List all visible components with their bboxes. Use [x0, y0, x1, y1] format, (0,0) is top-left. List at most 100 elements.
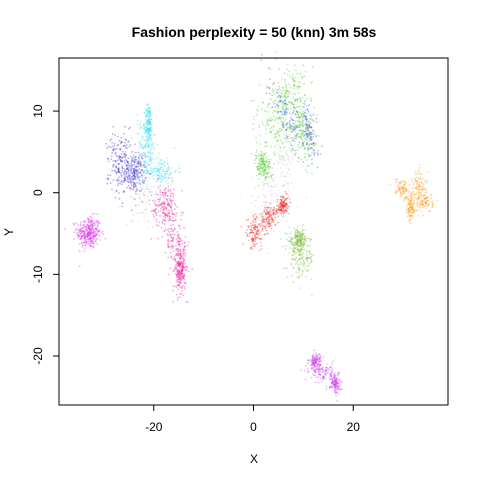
data-point: [134, 185, 137, 188]
data-point: [270, 207, 272, 209]
data-point: [294, 234, 297, 237]
data-point: [177, 252, 180, 254]
data-point: [147, 123, 150, 125]
data-point: [333, 379, 336, 382]
data-point: [284, 89, 287, 92]
data-point: [169, 215, 172, 218]
data-point: [412, 201, 415, 204]
data-point: [148, 120, 151, 123]
data-point: [154, 190, 157, 192]
data-point: [268, 211, 270, 214]
data-point: [256, 233, 258, 236]
data-point: [280, 108, 283, 110]
data-point: [83, 225, 85, 227]
data-point: [83, 221, 86, 224]
data-point: [129, 126, 132, 129]
data-point: [79, 227, 82, 230]
data-point: [415, 209, 418, 212]
data-point: [86, 235, 89, 238]
data-point: [307, 134, 310, 137]
data-point: [172, 220, 175, 222]
data-point: [298, 276, 300, 278]
data-point: [282, 206, 284, 208]
data-point: [254, 219, 256, 221]
data-point: [277, 104, 280, 107]
data-point: [129, 189, 132, 192]
data-point: [147, 144, 150, 147]
data-point: [159, 177, 162, 180]
data-point: [321, 367, 324, 369]
data-point: [311, 132, 313, 135]
data-point: [311, 158, 313, 161]
data-point: [311, 66, 314, 69]
data-point: [178, 269, 181, 272]
data-point: [270, 218, 272, 221]
data-point: [285, 208, 287, 211]
data-point: [272, 173, 275, 176]
data-point: [399, 190, 402, 193]
data-point: [310, 131, 312, 134]
data-point: [280, 195, 283, 198]
data-point: [180, 253, 183, 256]
data-point: [281, 141, 284, 144]
data-point: [296, 112, 299, 114]
data-point: [412, 187, 415, 189]
data-point: [124, 156, 126, 159]
data-point: [144, 126, 147, 129]
data-point: [143, 128, 146, 131]
data-point: [183, 227, 186, 229]
data-point: [89, 239, 92, 242]
data-point: [171, 213, 173, 215]
data-point: [289, 239, 292, 242]
data-point: [177, 273, 180, 275]
data-point: [298, 141, 301, 144]
data-point: [270, 218, 273, 220]
data-point: [257, 169, 260, 171]
data-point: [150, 238, 152, 240]
data-point: [268, 213, 270, 215]
data-point: [120, 174, 123, 176]
data-point: [130, 160, 133, 163]
data-point: [282, 206, 285, 208]
data-point: [124, 145, 127, 147]
data-point: [296, 124, 299, 127]
data-point: [79, 238, 82, 241]
data-point: [291, 119, 294, 122]
data-point: [282, 100, 285, 103]
data-point: [266, 172, 268, 175]
data-point: [304, 93, 306, 96]
data-point: [280, 199, 283, 202]
data-point: [121, 169, 124, 172]
data-point: [251, 211, 254, 214]
data-point: [290, 101, 292, 104]
data-point: [146, 103, 149, 106]
data-point: [134, 183, 136, 185]
data-point: [302, 129, 305, 132]
data-point: [129, 155, 132, 158]
data-point: [306, 136, 309, 139]
data-point: [283, 197, 286, 199]
data-point: [314, 152, 316, 155]
data-point: [267, 222, 270, 225]
data-point: [297, 267, 300, 269]
data-point: [286, 103, 289, 106]
data-point: [153, 134, 155, 136]
data-point: [261, 167, 263, 170]
data-point: [91, 237, 93, 240]
data-point: [264, 153, 266, 156]
data-point: [254, 159, 256, 162]
data-point: [130, 179, 133, 182]
data-point: [175, 254, 178, 256]
data-point: [117, 168, 120, 171]
data-point: [285, 209, 287, 212]
data-point: [253, 236, 256, 239]
data-point: [282, 124, 285, 127]
data-point: [149, 120, 152, 123]
data-point: [299, 239, 302, 242]
data-point: [147, 111, 150, 114]
data-point: [148, 127, 151, 130]
data-point: [268, 222, 271, 225]
data-point: [142, 193, 145, 196]
data-point: [124, 170, 126, 173]
data-point: [291, 111, 294, 114]
